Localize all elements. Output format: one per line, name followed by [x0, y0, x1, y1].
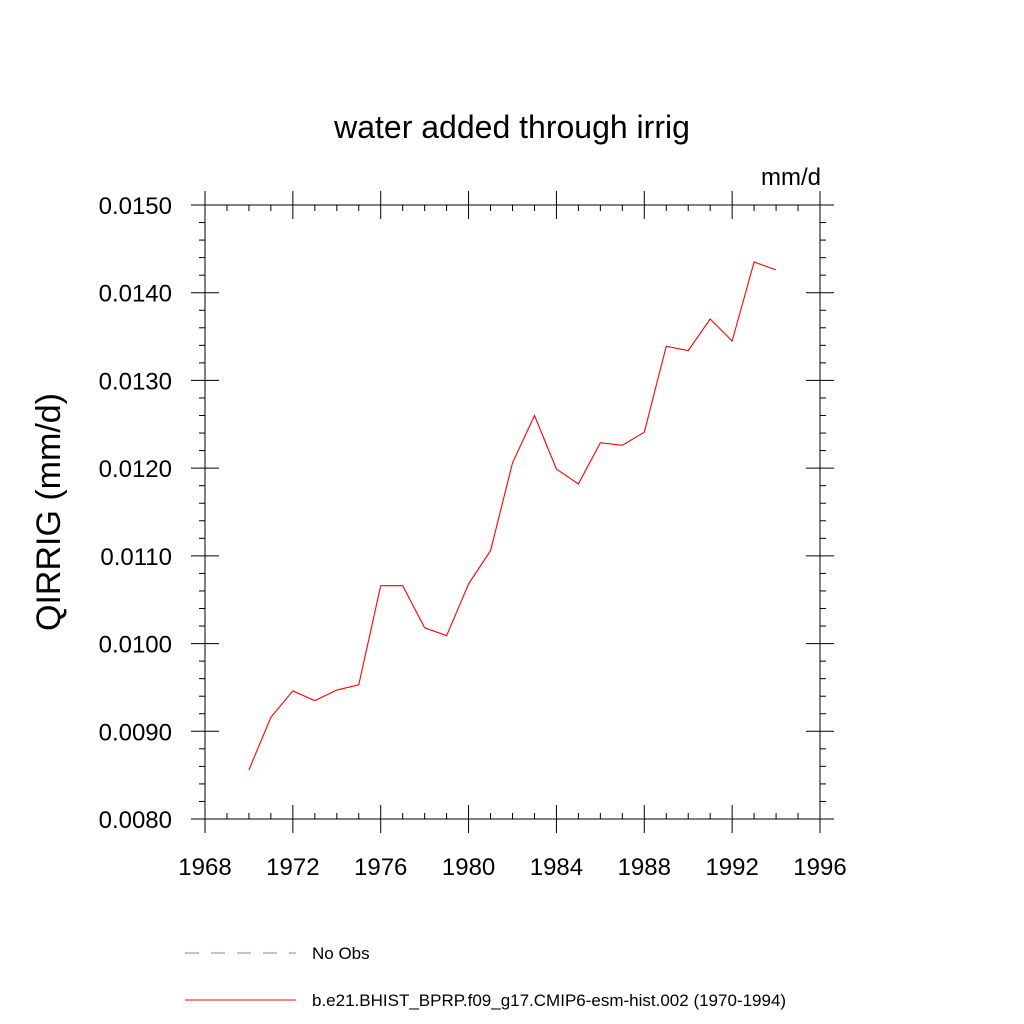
- series-layer: [248, 261, 777, 771]
- y-tick-label: 0.0110: [100, 544, 172, 571]
- x-tick-label: 1996: [793, 854, 846, 881]
- y-tick-label: 0.0140: [99, 281, 172, 308]
- legend-label: No Obs: [312, 944, 370, 963]
- x-tick-label: 1980: [442, 854, 495, 881]
- x-tick-label: 1972: [266, 854, 319, 881]
- y-tick-labels: 0.0080 0.0090 0.0100 0.0110 0.0120 0.0130 0.01…: [99, 193, 172, 834]
- y-tick-label: 0.0120: [99, 456, 172, 483]
- y-tick-label: 0.0100: [99, 632, 172, 659]
- x-tick-label: 1988: [618, 854, 671, 881]
- x-tick-label: 1968: [178, 854, 231, 881]
- units-label: mm/d: [761, 164, 821, 191]
- plot-frame: [204, 204, 821, 820]
- legend: No Obs b.e21.BHIST_BPRP.f09_g17.CMIP6-esm…: [185, 944, 786, 1010]
- chart-title: water added through irrig: [333, 109, 690, 145]
- major-ticks: [191, 191, 834, 833]
- y-tick-label: 0.0080: [99, 807, 172, 834]
- x-tick-label: 1992: [705, 854, 758, 881]
- y-tick-label: 0.0130: [99, 368, 172, 395]
- legend-label: b.e21.BHIST_BPRP.f09_g17.CMIP6-esm-hist.…: [312, 991, 786, 1010]
- x-tick-labels: 1968 1972 1976 1980 1984 1988 1992 1996: [178, 854, 846, 881]
- y-axis-label: QIRRIG (mm/d): [30, 393, 68, 631]
- minor-ticks: [199, 205, 826, 819]
- series-line: [248, 261, 777, 771]
- y-tick-label: 0.0090: [99, 719, 172, 746]
- y-tick-label: 0.0150: [99, 193, 172, 220]
- x-tick-label: 1976: [354, 854, 407, 881]
- x-tick-label: 1984: [530, 854, 583, 881]
